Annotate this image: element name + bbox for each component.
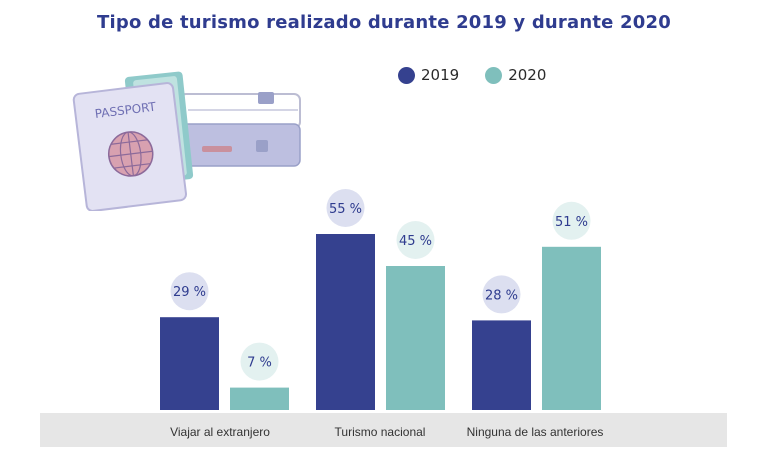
data-label-2020-1: 45 % [399,234,432,249]
legend-label-2020: 2020 [508,66,547,84]
bar-2020-2 [542,246,601,410]
bar-2019-2 [472,320,531,410]
data-label-2019-2: 28 % [485,288,518,303]
data-label-2020-0: 7 % [247,356,272,371]
chart-title: Tipo de turismo realizado durante 2019 y… [97,12,671,33]
legend-swatch-2020 [485,66,503,84]
bar-2020-1 [386,266,445,410]
x-tick-label-ninguna: Ninguna de las anteriores [466,425,604,439]
legend-swatch-2019 [398,66,415,84]
bar-2019-1 [316,234,375,410]
data-label-2019-0: 29 % [173,285,206,300]
value-bubble-2019-1 [326,189,365,227]
bar-2020-0 [230,387,289,410]
passport-icon: PASSPORT [72,82,188,211]
legend-item-2020: 2020 [485,66,546,84]
x-tick-label-nacional: Turismo nacional [334,425,426,439]
value-bubble-2019-0 [170,272,209,311]
data-label-2019-1: 55 % [329,202,362,217]
legend-item-2019: 2019 [398,66,459,84]
value-bubble-2020-1 [396,221,435,259]
data-label-2020-2: 51 % [555,215,588,230]
x-tick-label-viajar: Viajar al extranjero [170,425,270,439]
x-axis-band [40,413,727,447]
legend: 2019 2020 [398,66,572,84]
value-bubble-2019-2 [482,275,521,314]
bar-2019-0 [160,317,219,410]
value-bubble-2020-2 [552,201,591,240]
value-bubble-2020-0 [240,342,279,381]
passport-suitcase-illustration: PASSPORT [72,71,301,211]
legend-label-2019: 2019 [421,66,460,84]
